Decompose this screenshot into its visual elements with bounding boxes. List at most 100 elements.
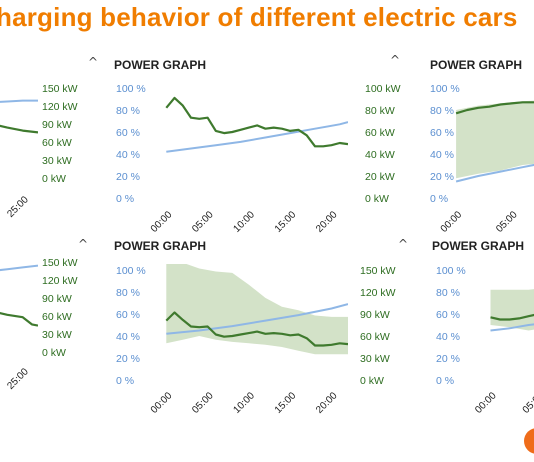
y-left-tick-label: 60 % xyxy=(116,309,140,321)
y-right-tick-label: 150 kW xyxy=(42,257,78,269)
y-right-tick-label: 100 kW xyxy=(365,83,401,95)
soc-line xyxy=(0,264,38,272)
soc-line xyxy=(490,323,534,332)
y-right-tick-label: 80 kW xyxy=(365,105,395,117)
y-right-tick-label: 150 kW xyxy=(360,265,396,277)
x-tick-label: 00:00 xyxy=(149,390,175,416)
x-tick-label: 05:00 xyxy=(190,209,216,235)
y-left-tick-label: 60 % xyxy=(116,127,140,139)
y-left-tick-label: 100 % xyxy=(116,83,146,95)
soc-line xyxy=(0,99,38,103)
x-tick-label: 05:00 xyxy=(190,390,216,416)
plot-area xyxy=(455,100,534,183)
power-line xyxy=(455,101,534,115)
y-left-tick-label: 0 % xyxy=(436,375,454,387)
y-left-tick-label: 0 % xyxy=(430,193,448,205)
y-left-tick-label: 100 % xyxy=(116,265,146,277)
y-left-tick-label: 60 % xyxy=(430,127,454,139)
panel-title: POWER GRAPH xyxy=(114,239,206,253)
y-right-tick-label: 30 kW xyxy=(42,155,72,167)
y-left-tick-label: 20 % xyxy=(430,171,454,183)
y-right-tick-label: 90 kW xyxy=(42,293,72,305)
y-right-tick-label: 30 kW xyxy=(360,353,390,365)
y-right-tick-label: 0 kW xyxy=(365,193,389,205)
y-right-tick-label: 120 kW xyxy=(42,275,78,287)
y-left-tick-label: 100 % xyxy=(430,83,460,95)
y-right-tick-label: 60 kW xyxy=(360,331,390,343)
y-right-tick-label: 150 kW xyxy=(42,83,78,95)
y-right-tick-label: 0 kW xyxy=(42,173,66,185)
y-left-tick-label: 80 % xyxy=(116,287,140,299)
chevron-up-icon[interactable]: ^ xyxy=(398,237,408,251)
y-right-tick-label: 120 kW xyxy=(42,101,78,113)
x-tick-label: 15:00 xyxy=(273,390,299,416)
y-right-tick-label: 60 kW xyxy=(365,127,395,139)
chart-panel-2: POWER GRAPH ^ 100 % 80 % 60 % 40 % 20 % 0 % 100 … xyxy=(114,53,401,235)
x-tick-label: 00:00 xyxy=(473,390,499,416)
headline: harging behavior of different electric c… xyxy=(0,2,518,32)
chevron-up-icon[interactable]: ^ xyxy=(78,237,88,251)
x-tick-label: 10:00 xyxy=(232,209,258,235)
y-right-tick-label: 0 kW xyxy=(360,375,384,387)
soc-line xyxy=(455,163,534,183)
x-tick-label: 20:00 xyxy=(314,209,340,235)
chart-panel-3: POWER GRAPH 100 % 80 % 60 % 40 % 20 % 0 % 00:00… xyxy=(430,58,534,235)
x-tick-label: 00:00 xyxy=(149,209,175,235)
y-left-tick-label: 80 % xyxy=(430,105,454,117)
chevron-up-icon[interactable]: ^ xyxy=(88,55,98,69)
y-left-tick-label: 20 % xyxy=(116,353,140,365)
soc-line xyxy=(166,303,348,335)
y-left-tick-label: 0 % xyxy=(116,193,134,205)
x-tick-label: 15:00 xyxy=(273,209,299,235)
power-line xyxy=(0,124,38,134)
y-right-tick-label: 0 kW xyxy=(42,347,66,359)
panel-title: POWER GRAPH xyxy=(432,239,524,253)
y-left-tick-label: 20 % xyxy=(116,171,140,183)
x-tick-label: 20:00 xyxy=(314,390,340,416)
soc-line xyxy=(166,121,348,153)
power-line xyxy=(165,96,348,148)
y-left-tick-label: 40 % xyxy=(116,149,140,161)
y-left-tick-label: 40 % xyxy=(436,331,460,343)
range-band xyxy=(166,264,348,355)
y-left-tick-label: 40 % xyxy=(430,149,454,161)
y-right-tick-label: 90 kW xyxy=(360,309,390,321)
y-left-tick-label: 0 % xyxy=(116,375,134,387)
y-right-tick-label: 30 kW xyxy=(42,329,72,341)
x-tick-label: 25:00 xyxy=(5,194,31,220)
chart-panel-6: POWER GRAPH 100 % 80 % 60 % 40 % 20 % 0 % 00:00… xyxy=(432,239,534,416)
plot-area xyxy=(165,96,348,153)
chart-panel-5: POWER GRAPH ^ 100 % 80 % 60 % 40 % 20 % 0 % 150 … xyxy=(114,237,408,416)
range-band xyxy=(456,100,534,179)
chart-panel-4: ^150 kW 120 kW 90 kW 60 kW 30 kW 0 kW 25:00 xyxy=(0,237,88,392)
y-left-tick-label: 60 % xyxy=(436,309,460,321)
panel-title: POWER GRAPH xyxy=(114,58,206,72)
plot-area xyxy=(0,99,38,134)
y-right-tick-label: 40 kW xyxy=(365,149,395,161)
y-left-tick-label: 20 % xyxy=(436,353,460,365)
y-right-tick-label: 20 kW xyxy=(365,171,395,183)
x-tick-label: 00:00 xyxy=(439,209,465,235)
plot-area xyxy=(490,289,534,332)
x-tick-label: 05:00 xyxy=(494,209,520,235)
y-right-tick-label: 60 kW xyxy=(42,311,72,323)
chevron-up-icon[interactable]: ^ xyxy=(390,53,400,67)
plot-area xyxy=(0,264,38,327)
x-tick-label: 25:00 xyxy=(5,366,31,392)
x-tick-label: 10:00 xyxy=(232,390,258,416)
panel-title: POWER GRAPH xyxy=(430,58,522,72)
y-right-tick-label: 60 kW xyxy=(42,137,72,149)
orange-circle-badge[interactable] xyxy=(524,428,534,454)
range-band xyxy=(490,289,534,331)
x-tick-label: 05:00 xyxy=(521,390,534,416)
y-left-tick-label: 80 % xyxy=(436,287,460,299)
power-line xyxy=(490,313,534,321)
y-right-tick-label: 120 kW xyxy=(360,287,396,299)
y-left-tick-label: 100 % xyxy=(436,265,466,277)
power-line xyxy=(165,311,348,347)
y-left-tick-label: 80 % xyxy=(116,105,140,117)
power-line xyxy=(0,311,38,327)
y-right-tick-label: 90 kW xyxy=(42,119,72,131)
plot-area xyxy=(165,264,348,355)
